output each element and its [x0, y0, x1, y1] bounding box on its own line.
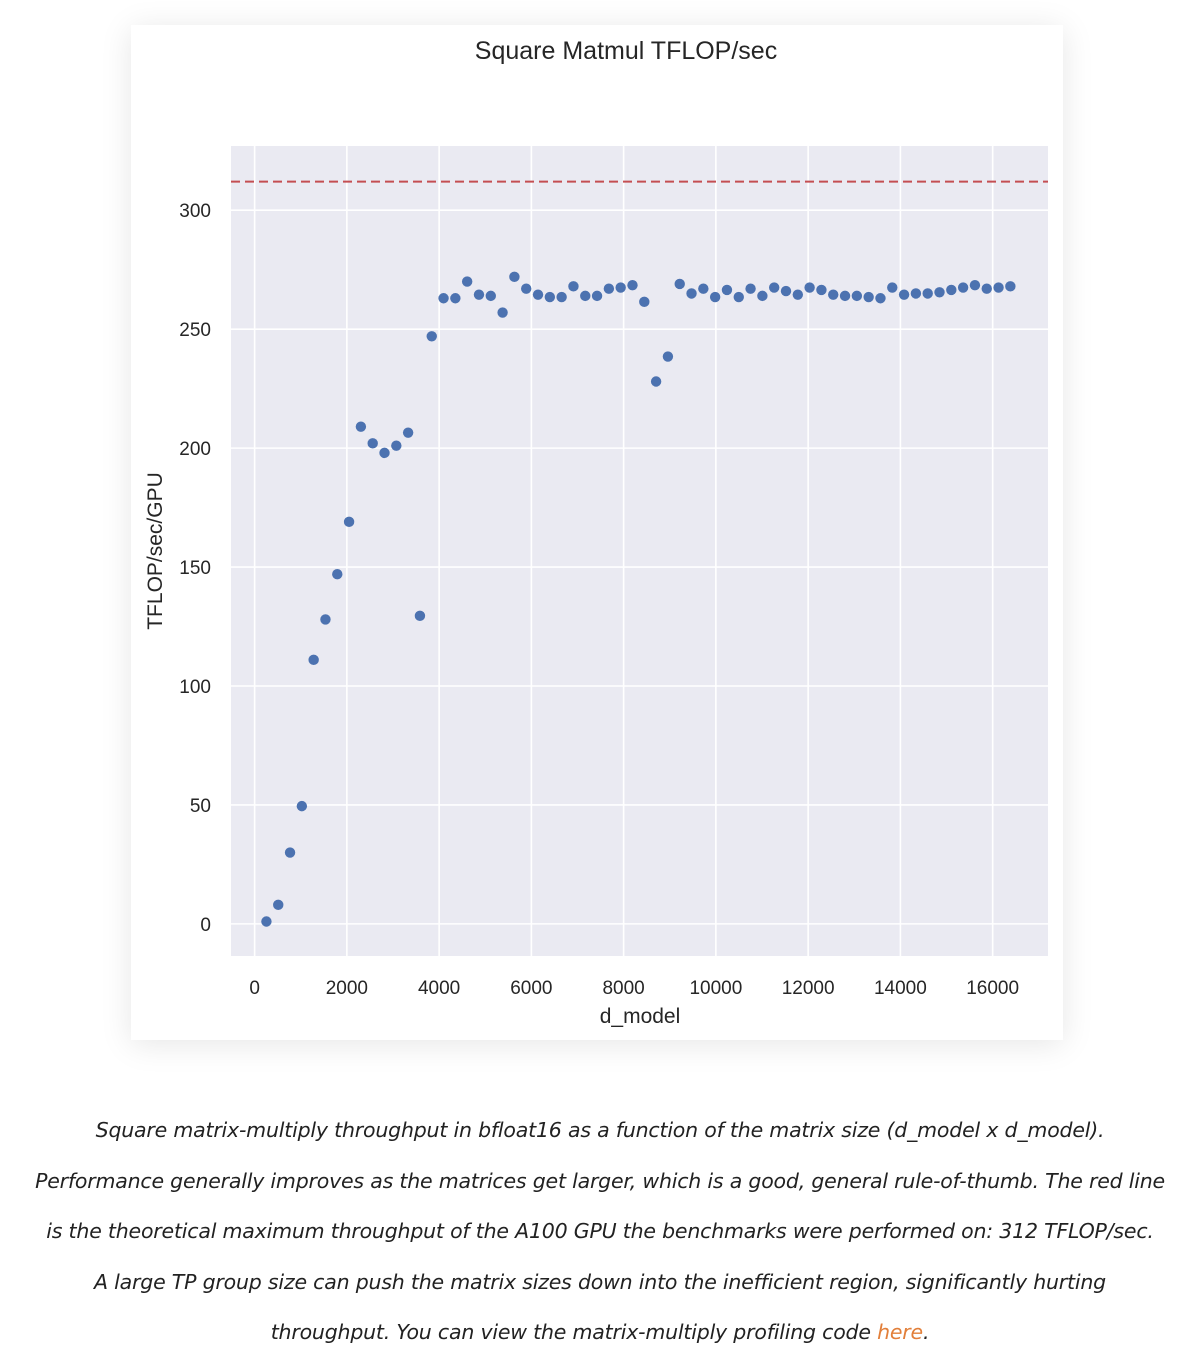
data-point [473, 289, 485, 300]
data-point [686, 288, 697, 299]
data-point [910, 288, 922, 299]
caption-line-5: throughput. You can view the matrix-mult… [10, 1307, 1190, 1358]
data-point [839, 290, 851, 302]
y-tick-label: 200 [179, 439, 211, 460]
data-point [391, 440, 402, 451]
data-point [698, 283, 709, 294]
x-tick-labels: 0 2000 4000 6000 8000 10000 12000 14000 16000 [249, 978, 1019, 999]
grid [231, 146, 1048, 956]
data-point [402, 427, 414, 438]
data-point [745, 283, 756, 294]
x-tick-label: 12000 [782, 978, 835, 999]
x-tick-label: 14000 [874, 978, 927, 999]
y-tick-label: 300 [179, 201, 211, 222]
data-point [969, 279, 981, 291]
data-point [768, 282, 780, 293]
data-point [993, 282, 1004, 293]
data-point [438, 293, 449, 304]
data-point [957, 282, 969, 293]
data-point [426, 331, 437, 342]
data-point [261, 916, 272, 927]
data-point [450, 293, 461, 304]
data-point [674, 278, 685, 290]
data-point [863, 291, 874, 303]
y-tick-labels: 0 50 100 150 200 250 300 [179, 201, 211, 936]
x-axis-label: d_model [600, 1005, 681, 1028]
data-point [875, 293, 886, 304]
data-point [273, 899, 284, 911]
data-point [627, 279, 638, 291]
data-point [851, 290, 863, 302]
caption-line-2: Performance generally improves as the ma… [35, 1168, 1165, 1193]
x-tick-label: 16000 [966, 978, 1019, 999]
data-point [603, 283, 615, 294]
data-point [414, 610, 426, 622]
data-point [792, 289, 804, 300]
data-point [343, 516, 355, 528]
y-axis-label: TFLOP/sec/GPU [144, 472, 167, 630]
caption-line-5-end: . [922, 1320, 930, 1344]
data-point [379, 447, 390, 459]
data-point [1005, 281, 1016, 292]
data-point [981, 283, 992, 294]
data-point [556, 291, 567, 303]
data-point [934, 287, 945, 298]
caption-line-3: is the theoretical maximum throughput of… [46, 1219, 1154, 1243]
data-point [898, 289, 910, 300]
x-tick-label: 0 [249, 978, 260, 999]
x-tick-label: 4000 [418, 978, 460, 999]
caption-line-1: Square matrix-multiply throughput in bfl… [95, 1118, 1105, 1142]
y-tick-label: 150 [179, 558, 211, 579]
data-point [721, 284, 733, 296]
chart-title: Square Matmul TFLOP/sec [475, 37, 777, 65]
data-point [355, 421, 367, 432]
y-tick-label: 50 [190, 796, 211, 817]
data-point [320, 614, 331, 625]
y-tick-label: 0 [200, 915, 211, 936]
data-point [544, 291, 556, 303]
data-point [828, 289, 839, 300]
data-point [509, 271, 520, 283]
data-point [733, 291, 744, 303]
data-point [485, 290, 496, 302]
profiling-code-link[interactable]: here [877, 1320, 923, 1344]
data-point [332, 568, 343, 580]
data-point [580, 290, 591, 302]
figure-caption: Square matrix-multiply throughput in bfl… [10, 1105, 1190, 1358]
data-point [521, 283, 532, 294]
data-point [461, 276, 473, 287]
data-point [662, 351, 674, 362]
data-point [308, 654, 319, 666]
data-point [615, 282, 626, 293]
data-point [922, 288, 933, 299]
data-point [296, 800, 308, 812]
data-point [780, 285, 792, 297]
caption-line-5-text: throughput. You can view the matrix-mult… [270, 1320, 878, 1344]
data-points [261, 271, 1016, 927]
data-point [284, 847, 296, 858]
data-point [804, 282, 815, 293]
x-tick-label: 8000 [602, 978, 644, 999]
data-point [887, 282, 898, 293]
data-point [816, 284, 827, 296]
data-point [532, 289, 544, 300]
y-tick-label: 100 [179, 677, 211, 698]
data-point [946, 284, 957, 296]
x-tick-label: 10000 [689, 978, 742, 999]
plot-area [231, 146, 1048, 956]
data-point [650, 376, 662, 387]
data-point [367, 438, 378, 449]
caption-line-4: A large TP group size can push the matri… [94, 1269, 1106, 1294]
data-point [757, 290, 768, 302]
data-point [709, 291, 721, 303]
data-point [639, 296, 650, 308]
data-point [591, 290, 603, 302]
data-point [568, 281, 579, 292]
x-tick-label: 2000 [326, 978, 368, 999]
y-tick-label: 250 [179, 320, 211, 341]
x-tick-label: 6000 [510, 978, 552, 999]
scatter-chart: Square Matmul TFLOP/sec 0 2000 4000 6000 800… [144, 37, 1048, 1028]
data-point [497, 307, 508, 318]
